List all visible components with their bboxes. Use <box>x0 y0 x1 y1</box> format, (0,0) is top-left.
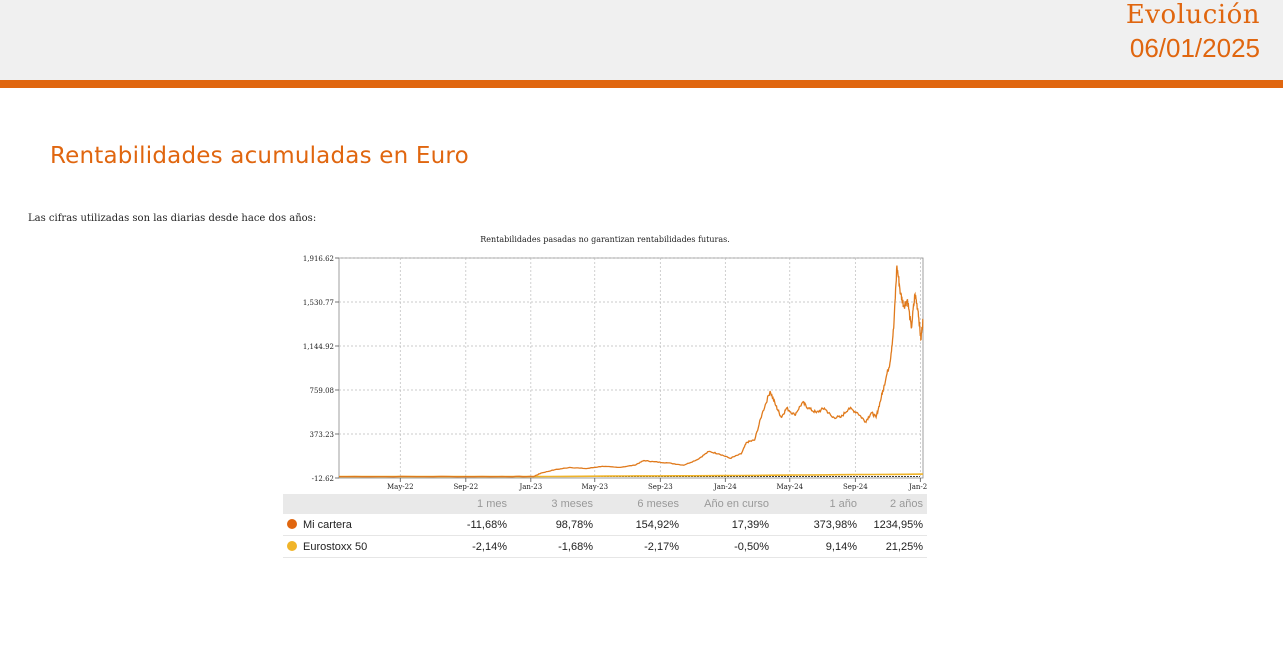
col-header <box>283 494 437 514</box>
y-tick-label: -12.62 <box>312 475 334 483</box>
y-tick-label: 759.08 <box>310 387 335 395</box>
table-row: Eurostoxx 50 -2,14% -1,68% -2,17% -0,50%… <box>283 535 927 558</box>
col-header: 2 años <box>861 494 927 514</box>
x-tick-label: Sep-22 <box>453 483 478 491</box>
col-header: 1 año <box>773 494 861 514</box>
chart-subtitle: Rentabilidades pasadas no garantizan ren… <box>480 235 730 244</box>
table-cell: -11,68% <box>437 514 511 536</box>
table-cell: 21,25% <box>861 535 927 558</box>
performance-table: 1 mes 3 meses 6 meses Año en curso 1 año… <box>283 494 927 558</box>
header-title: Evolución <box>1125 0 1260 30</box>
table-cell: -2,17% <box>597 535 683 558</box>
col-header: 1 mes <box>437 494 511 514</box>
y-tick-label: 373.23 <box>310 431 335 439</box>
header-rule <box>0 80 1283 88</box>
table-cell: -0,50% <box>683 535 773 558</box>
table-cell: 373,98% <box>773 514 861 536</box>
y-tick-label: 1,144.92 <box>303 343 334 351</box>
table-cell: -2,14% <box>437 535 511 558</box>
returns-chart: 1,916.62 1,530.77 1,144.92 759.08 373.23 -12.… <box>303 255 927 491</box>
table-cell: 9,14% <box>773 535 861 558</box>
x-tick-label: May-22 <box>387 483 414 491</box>
table-cell: -1,68% <box>511 535 597 558</box>
series-name-cell: Eurostoxx 50 <box>283 535 437 558</box>
table-header-row: 1 mes 3 meses 6 meses Año en curso 1 año… <box>283 494 927 514</box>
header-date: 06/01/2025 <box>1129 33 1260 63</box>
table-cell: 1234,95% <box>861 514 927 536</box>
table-row: Mi cartera -11,68% 98,78% 154,92% 17,39%… <box>283 514 927 536</box>
series-name: Eurostoxx 50 <box>303 540 368 553</box>
x-tick-label: Jan-24 <box>713 483 737 491</box>
x-tick-label: Sep-23 <box>648 483 673 491</box>
x-tick-label: Sep-24 <box>843 483 868 491</box>
col-header: 6 meses <box>597 494 683 514</box>
data-note: Las cifras utilizadas son las diarias de… <box>28 213 317 224</box>
table-cell: 98,78% <box>511 514 597 536</box>
table-cell: 154,92% <box>597 514 683 536</box>
series-color-dot <box>287 540 297 551</box>
table-cell: 17,39% <box>683 514 773 536</box>
x-tick-label: May-23 <box>581 483 608 491</box>
series-name-cell: Mi cartera <box>283 514 437 536</box>
series-color-dot <box>287 518 297 529</box>
header-band <box>0 0 1283 80</box>
col-header: Año en curso <box>683 494 773 514</box>
series-line-mi-cartera <box>339 265 924 478</box>
plot-area <box>338 257 924 479</box>
x-tick-label: Jan-23 <box>518 483 542 491</box>
section-title: Rentabilidades acumuladas en Euro <box>50 143 469 169</box>
x-tick-label: Jan-25 <box>908 483 927 491</box>
y-tick-label: 1,530.77 <box>303 299 334 307</box>
y-tick-label: 1,916.62 <box>303 255 334 263</box>
x-tick-label: May-24 <box>776 483 803 491</box>
col-header: 3 meses <box>511 494 597 514</box>
series-name: Mi cartera <box>303 518 352 531</box>
